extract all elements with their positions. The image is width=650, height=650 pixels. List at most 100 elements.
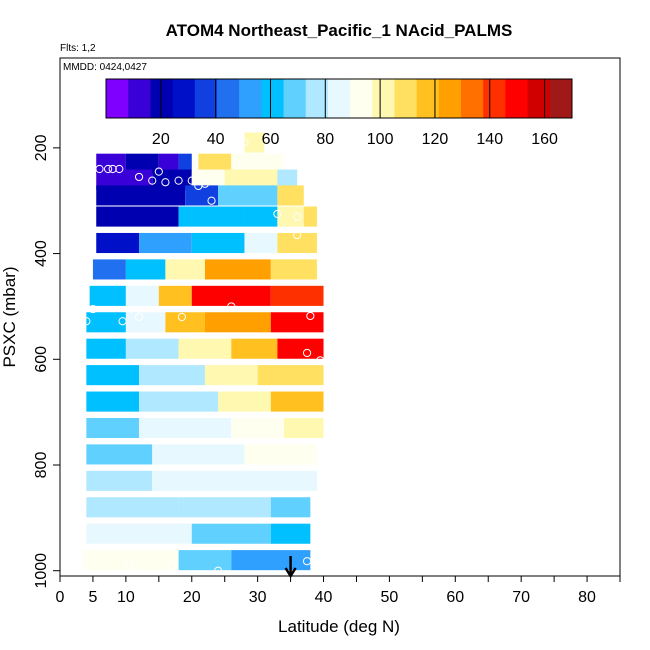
colorbar-segment — [372, 79, 395, 118]
heatmap-cell — [158, 153, 179, 174]
y-axis-label: PSXC (mbar) — [0, 266, 19, 367]
x-tick-label: 30 — [249, 589, 267, 606]
sample-point — [118, 317, 127, 326]
x-axis: 0 5 10 20 30 40 50 60 70 80 — [56, 576, 621, 606]
sample-point — [302, 557, 312, 566]
heatmap-cell — [191, 523, 271, 544]
heatmap-cell — [257, 470, 317, 491]
colorbar-segment — [483, 79, 506, 118]
y-tick-label: 400 — [33, 240, 50, 267]
heatmap-cell — [86, 523, 192, 544]
chart-title: ATOM4 Northeast_Pacific_1 NAcid_PALMS — [166, 21, 513, 40]
sample-point — [154, 167, 163, 176]
colorbar-segment — [128, 79, 151, 118]
sample-point — [174, 176, 183, 185]
colorbar-segment — [239, 79, 262, 118]
heatmap-cells — [83, 132, 324, 571]
colorbar-tick-label: 40 — [207, 131, 225, 148]
heatmap-cell — [125, 285, 159, 306]
sample-point — [125, 561, 134, 570]
colorbar-segment — [327, 79, 351, 118]
x-tick-label: 5 — [88, 589, 97, 606]
latitude-arrow — [284, 556, 297, 579]
heatmap-cell — [86, 365, 140, 386]
sample-point — [207, 196, 216, 205]
colorbar-segment — [172, 79, 196, 118]
sample-point — [306, 311, 315, 321]
heatmap-cell — [191, 285, 271, 306]
x-tick-label: 40 — [315, 589, 333, 606]
x-tick-label: 70 — [512, 589, 530, 606]
sample-point — [115, 164, 124, 174]
x-tick-label: 0 — [56, 589, 65, 606]
heatmap-cell — [204, 365, 258, 386]
sample-point — [214, 566, 223, 575]
heatmap-cell — [270, 497, 311, 518]
sample-point — [227, 302, 236, 311]
sample-point — [82, 317, 91, 326]
heatmap-cell — [277, 232, 317, 254]
dates-label: MMDD: 0424,0427 — [63, 62, 147, 73]
heatmap-cell — [277, 206, 304, 227]
heatmap-cell — [231, 550, 311, 571]
heatmap-cell — [270, 312, 324, 333]
heatmap-cell — [270, 523, 311, 544]
heatmap-cell — [165, 312, 205, 333]
heatmap-cell — [284, 417, 324, 439]
sample-point — [187, 176, 196, 185]
sample-point — [108, 164, 117, 174]
sample-point — [88, 304, 98, 314]
heatmap-cell — [244, 206, 278, 227]
heatmap-cell — [165, 259, 205, 280]
colorbar-segment — [461, 79, 484, 118]
colorbar-tick-label: 20 — [152, 131, 170, 148]
sample-point — [293, 212, 302, 221]
sample-point — [302, 348, 312, 358]
colorbar-tick-label: 100 — [367, 131, 394, 148]
y-tick-label: 600 — [33, 346, 50, 373]
heatmap-cell — [86, 444, 153, 465]
flights-label: Flts: 1,2 — [60, 43, 96, 54]
heatmap-cell — [231, 153, 284, 174]
heatmap-cell — [86, 470, 153, 491]
colorbar-segment — [194, 79, 218, 118]
heatmap-cell — [270, 391, 324, 412]
heatmap-cell — [96, 185, 186, 206]
sample-point — [177, 312, 186, 322]
heatmap-cell — [96, 206, 179, 227]
colorbar-tick-label: 60 — [262, 131, 280, 148]
heatmap-cell — [277, 169, 298, 190]
heatmap-cell — [86, 497, 179, 518]
plot-frame — [59, 57, 621, 577]
heatmap-cell — [244, 444, 317, 465]
heatmap-cell — [178, 550, 232, 571]
heatmap-cell — [158, 285, 192, 306]
heatmap-cell — [152, 470, 258, 491]
sample-point — [293, 230, 302, 240]
heatmap-cell — [277, 185, 304, 206]
heatmap-cell — [86, 312, 126, 333]
heatmap-cell — [86, 391, 140, 412]
heatmap-cell — [96, 232, 140, 254]
heatmap-cell — [277, 338, 324, 359]
heatmap-cell — [231, 338, 278, 359]
heatmap-cell — [96, 169, 153, 190]
heatmap-cell — [270, 285, 324, 306]
colorbar-tick-label: 160 — [531, 131, 558, 148]
colorbar-segment — [216, 79, 240, 118]
sample-point — [134, 172, 144, 182]
colorbar: 20 40 60 80 100 120 140 160 — [105, 78, 573, 148]
heatmap-cell — [244, 132, 265, 153]
heatmap-cell — [152, 444, 245, 465]
heatmap-cell — [204, 312, 271, 333]
heatmap-cell — [178, 497, 271, 518]
sample-point — [200, 179, 210, 188]
colorbar-tick-label: 140 — [476, 131, 503, 148]
sample-point — [273, 209, 282, 219]
sample-point — [103, 164, 113, 174]
heatmap-cell — [139, 365, 205, 386]
heatmap-cell — [86, 338, 126, 359]
y-axis: 200 400 600 800 1000 — [33, 134, 60, 589]
colorbar-segment — [283, 79, 307, 118]
